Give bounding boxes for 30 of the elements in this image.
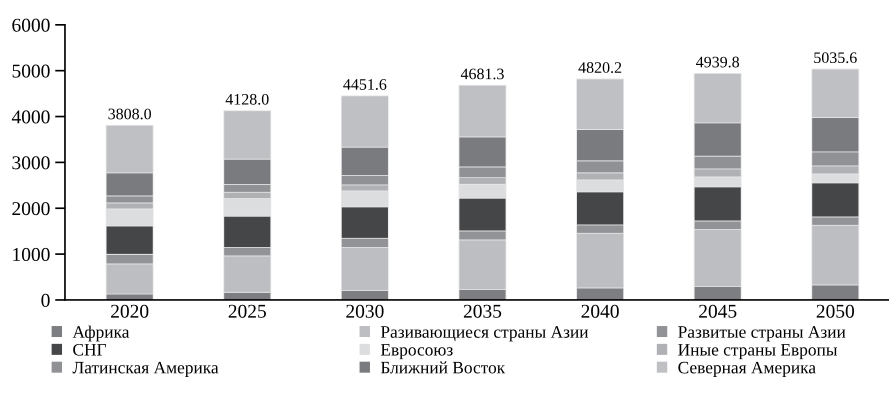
x-tick-label: 2020 <box>111 304 148 318</box>
legend-label: Иные страны Европы <box>678 344 838 360</box>
legend-label: Северная Америка <box>678 362 816 377</box>
total-label: 4681.3 <box>460 68 504 80</box>
y-tick-label: 5000 <box>12 64 50 78</box>
y-tick-label: 4000 <box>12 110 50 124</box>
legend-label: Разивающиеся страны Азии <box>380 326 588 342</box>
legend-label: Евросоюз <box>380 344 453 360</box>
legend-label: Развитые страны Азии <box>678 326 846 342</box>
legend-label: Ближний Восток <box>380 361 506 374</box>
x-tick-label: 2030 <box>346 304 384 318</box>
total-label: 4820.2 <box>578 62 622 73</box>
y-tick-label: 2000 <box>12 202 50 216</box>
x-tick-label: 2050 <box>816 304 854 318</box>
y-tick-label: 0 <box>41 294 50 307</box>
legend-label: Африка <box>72 326 130 342</box>
y-tick-label: 3000 <box>12 156 50 170</box>
total-label: 3808.0 <box>108 108 152 120</box>
x-tick-label: 2035 <box>464 304 502 318</box>
total-label: 4128.0 <box>226 94 269 105</box>
total-label: 4451.6 <box>343 79 386 90</box>
x-tick-label: 2045 <box>699 304 736 318</box>
total-label: 5035.6 <box>814 52 857 64</box>
y-tick-label: 6000 <box>12 18 50 32</box>
x-tick-label: 2040 <box>581 304 619 318</box>
legend-label: СНГ <box>73 344 106 356</box>
y-tick-label: 1000 <box>13 248 50 262</box>
legend-label: Латинская Америка <box>72 362 218 377</box>
total-label: 4939.8 <box>696 56 740 68</box>
x-tick-label: 2025 <box>228 304 266 318</box>
